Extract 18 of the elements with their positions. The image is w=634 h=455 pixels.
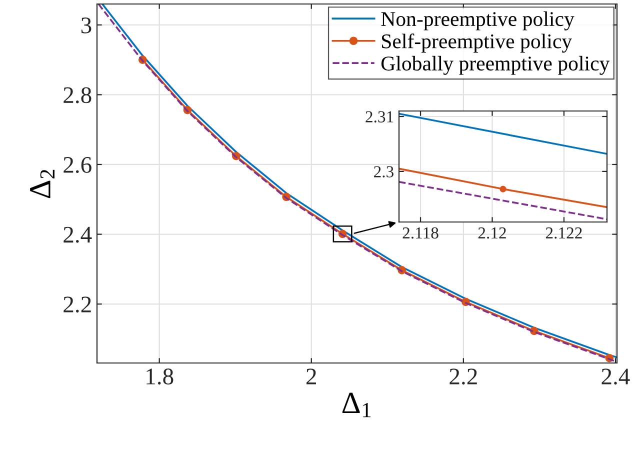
x-tick-label: 2.4: [602, 368, 630, 385]
y-tick-label: 2.31: [366, 111, 394, 123]
x-tick-label: 2.118: [402, 227, 438, 239]
y-tick-label: 2.2: [64, 296, 91, 313]
y-tick-label: 2.8: [64, 87, 92, 104]
x-axis-title: Δ$_{1}$: [342, 392, 371, 418]
y-tick-label: 3: [81, 17, 92, 34]
x-tick-label: 2: [306, 368, 316, 384]
x-tick-label: 2.12: [478, 227, 506, 239]
x-tick-label: 1.8: [146, 368, 174, 385]
y-axis-title: Δ$_{2}$: [30, 170, 54, 198]
legend-label: Self-preemptive policy: [382, 33, 572, 53]
x-tick-label: 2.122: [546, 227, 582, 239]
y-tick-label: 2.6: [64, 157, 92, 174]
legend-label: Globally preemptive policy: [381, 56, 610, 75]
legend-label: Non-preemptive policy: [381, 11, 574, 30]
x-tick-label: 2.2: [450, 368, 477, 385]
y-tick-label: 2.3: [374, 166, 394, 178]
